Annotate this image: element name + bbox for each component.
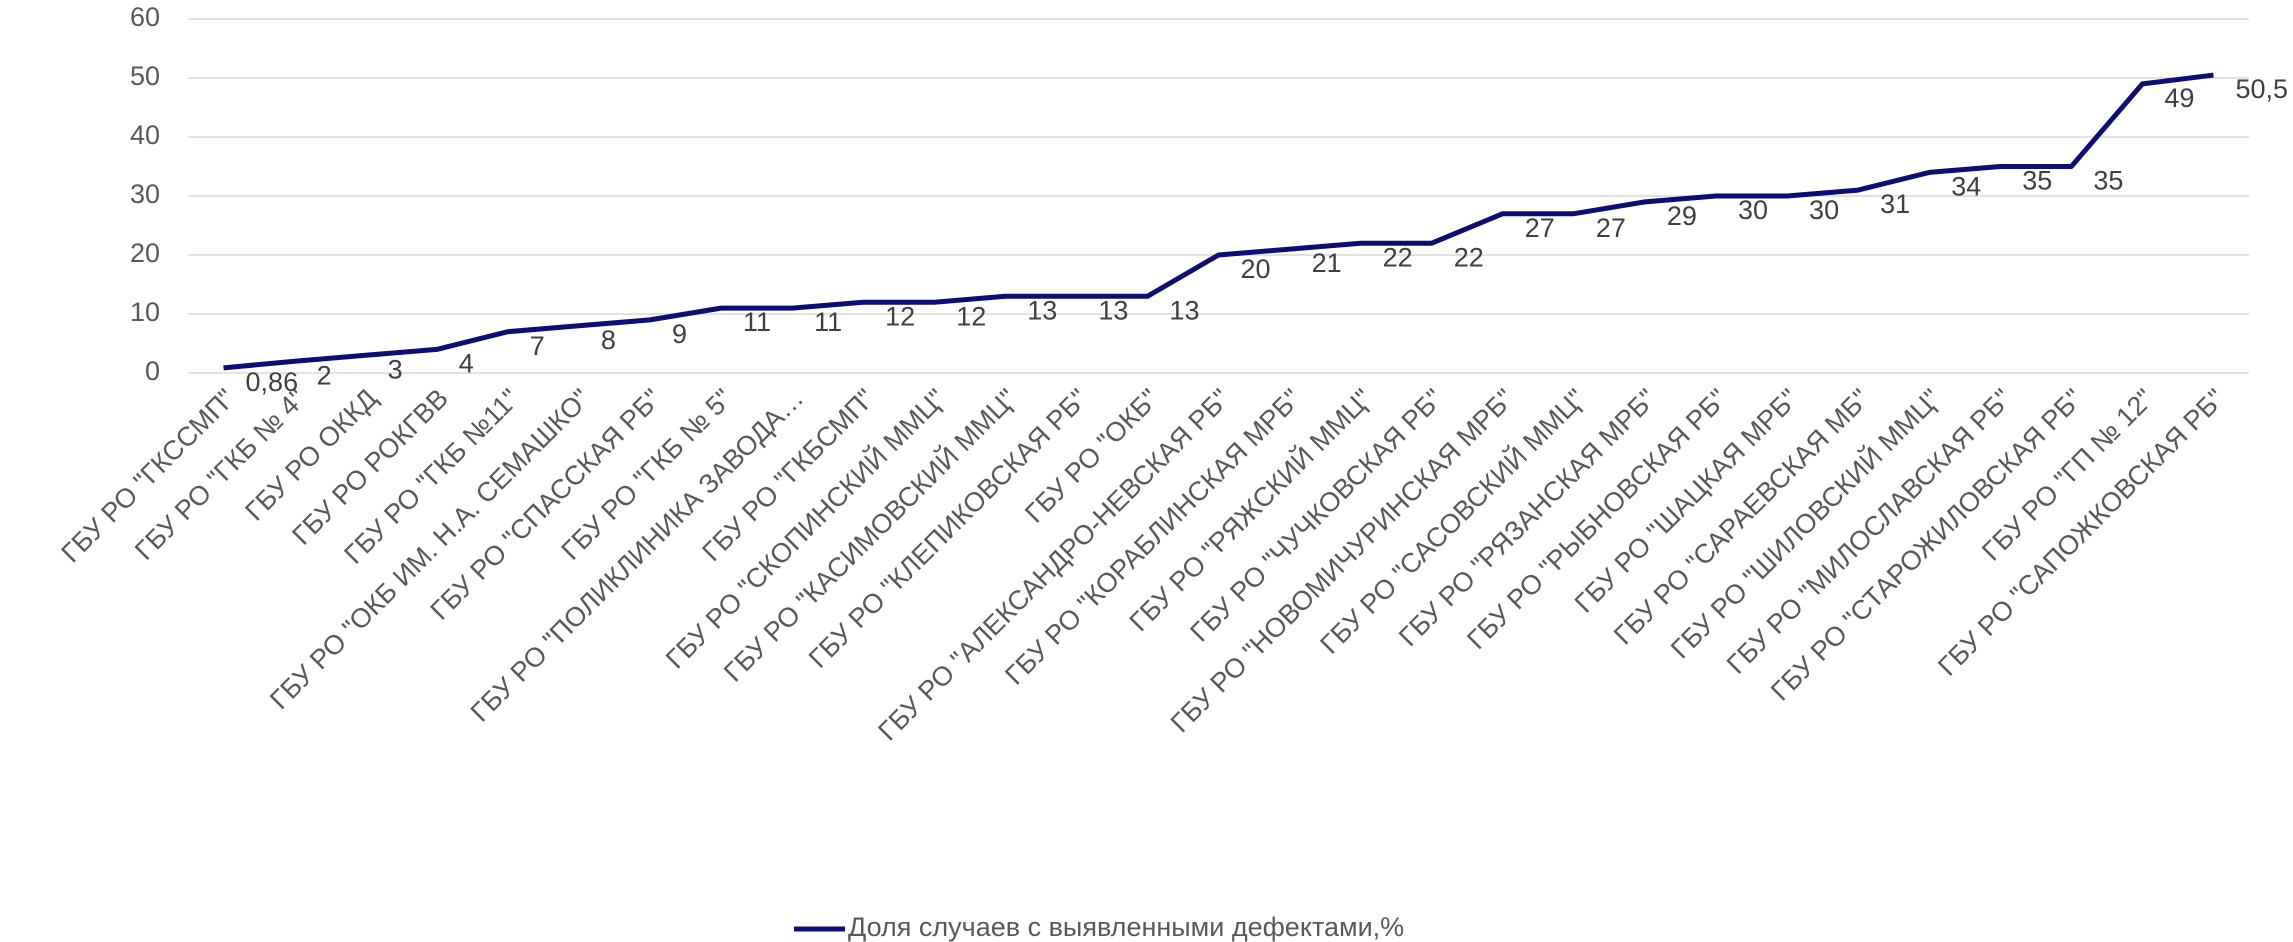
data-label: 11: [743, 307, 771, 337]
data-label: 11: [814, 307, 842, 337]
data-line: [223, 72, 2214, 371]
data-label: 30: [1738, 195, 1768, 225]
legend-label: Доля случаев с выявленными дефектами,%: [848, 912, 1404, 942]
data-label: 0,86: [246, 367, 299, 397]
data-label: 12: [956, 301, 986, 331]
data-label: 2: [317, 360, 332, 390]
data-label: 4: [459, 349, 474, 379]
y-tick-label: 40: [130, 120, 160, 150]
data-label: 21: [1312, 248, 1342, 278]
data-label: 20: [1241, 254, 1271, 284]
data-label: 13: [1169, 295, 1199, 325]
y-tick-label: 0: [145, 356, 160, 386]
y-tick-label: 30: [130, 179, 160, 209]
data-label: 34: [1951, 172, 1981, 202]
data-label: 22: [1383, 242, 1413, 272]
data-label: 50,5: [2235, 74, 2288, 104]
y-tick-label: 20: [130, 238, 160, 268]
data-label: 9: [672, 319, 687, 349]
data-label: 7: [530, 331, 545, 361]
data-label: 27: [1525, 213, 1555, 243]
data-label: 13: [1098, 295, 1128, 325]
y-tick-label: 60: [130, 2, 160, 32]
data-label: 49: [2164, 83, 2194, 113]
data-label: 29: [1667, 201, 1697, 231]
data-label: 35: [2022, 166, 2052, 196]
y-tick-label: 10: [130, 297, 160, 327]
data-label: 13: [1027, 295, 1057, 325]
x-tick-label: ГБУ РО "РЯЗАНСКАЯ МРБ": [1393, 383, 1662, 652]
x-tick-label: ГБУ РО "РЫБНОВСКАЯ РБ": [1461, 383, 1733, 655]
data-label: 8: [601, 325, 616, 355]
y-tick-label: 50: [130, 61, 160, 91]
data-label: 3: [388, 354, 403, 384]
data-label: 31: [1880, 189, 1910, 219]
data-label: 12: [885, 301, 915, 331]
data-label: 27: [1596, 213, 1626, 243]
data-label: 35: [2093, 166, 2123, 196]
data-label: 30: [1809, 195, 1839, 225]
data-label: 22: [1454, 242, 1484, 272]
